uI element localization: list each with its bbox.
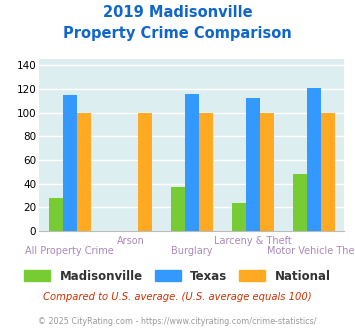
- Bar: [246, 98, 260, 231]
- Text: Burglary: Burglary: [171, 246, 212, 256]
- Bar: [307, 88, 321, 231]
- Bar: [232, 203, 246, 231]
- Bar: [171, 187, 185, 231]
- Bar: [77, 113, 91, 231]
- Bar: [62, 95, 77, 231]
- Bar: [293, 174, 307, 231]
- Text: All Property Crime: All Property Crime: [25, 246, 114, 256]
- Bar: [185, 94, 199, 231]
- Legend: Madisonville, Texas, National: Madisonville, Texas, National: [20, 265, 335, 287]
- Text: Property Crime Comparison: Property Crime Comparison: [63, 26, 292, 41]
- Bar: [260, 113, 274, 231]
- Bar: [199, 113, 213, 231]
- Text: Motor Vehicle Theft: Motor Vehicle Theft: [267, 246, 355, 256]
- Text: 2019 Madisonville: 2019 Madisonville: [103, 5, 252, 20]
- Bar: [49, 198, 62, 231]
- Bar: [321, 113, 335, 231]
- Text: Arson: Arson: [117, 236, 144, 246]
- Text: Larceny & Theft: Larceny & Theft: [214, 236, 292, 246]
- Text: Compared to U.S. average. (U.S. average equals 100): Compared to U.S. average. (U.S. average …: [43, 292, 312, 302]
- Text: © 2025 CityRating.com - https://www.cityrating.com/crime-statistics/: © 2025 CityRating.com - https://www.city…: [38, 317, 317, 326]
- Bar: [138, 113, 152, 231]
